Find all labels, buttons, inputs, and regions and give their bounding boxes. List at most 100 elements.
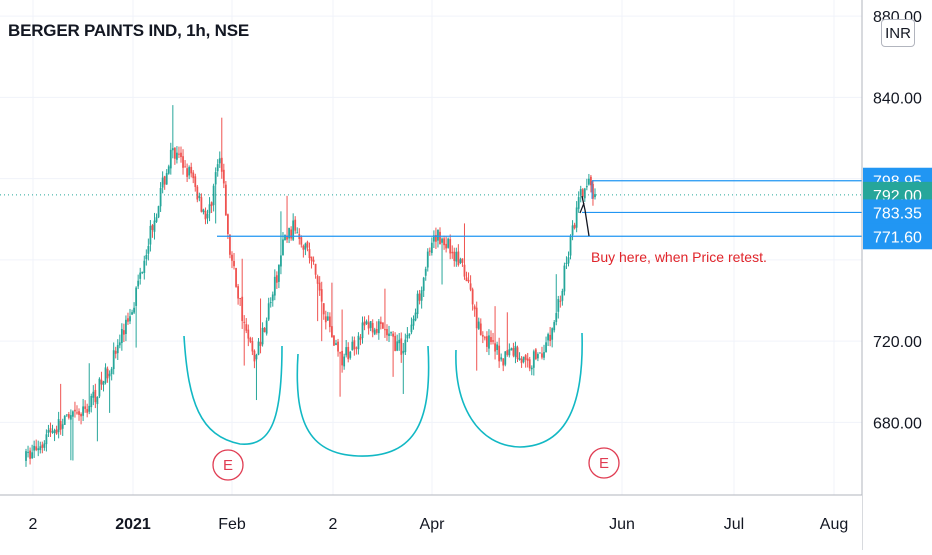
candle-body: [518, 357, 521, 360]
candle-body: [439, 231, 441, 245]
candle-body: [102, 381, 105, 385]
candle-body: [455, 251, 458, 262]
marks-layer: [25, 105, 596, 467]
candle-body: [465, 277, 468, 282]
candle-body: [69, 415, 72, 420]
candle-body: [161, 177, 164, 188]
x-tick-label: Apr: [420, 516, 446, 533]
candle-body: [430, 242, 433, 253]
candle-body: [143, 260, 146, 273]
candle-body: [463, 264, 466, 277]
candle-body: [147, 246, 150, 254]
candle-body: [581, 189, 584, 197]
candle-body: [155, 217, 158, 222]
candle-body: [82, 406, 85, 416]
candle-body: [261, 327, 264, 345]
candle-body: [86, 409, 89, 413]
candle-body: [422, 277, 425, 291]
x-tick-label: Feb: [218, 516, 246, 533]
candle-body: [310, 256, 313, 261]
candle-body: [520, 358, 523, 364]
candle-body: [94, 389, 97, 403]
candle-body: [461, 258, 464, 263]
candle-body: [222, 169, 225, 184]
candle-body: [296, 232, 299, 234]
candle-body: [198, 195, 201, 199]
candle-body: [229, 234, 231, 255]
candle-body: [110, 368, 113, 375]
candle-body: [398, 339, 401, 344]
candle-body: [61, 424, 64, 429]
grid-layer: [0, 0, 862, 495]
candle-body: [247, 329, 250, 339]
candle-body: [137, 280, 140, 287]
candle-body: [483, 337, 486, 339]
candle-body: [585, 186, 588, 188]
candle-body: [84, 406, 87, 409]
candle-body: [104, 367, 107, 383]
candle-body: [328, 316, 331, 328]
x-tick-label: 2: [329, 516, 338, 533]
candle-body: [151, 225, 154, 231]
candle-body: [308, 249, 311, 258]
candle-body: [496, 344, 499, 351]
y-tick-label: 680.00: [873, 415, 922, 432]
candle-body: [192, 172, 195, 179]
candle-body: [224, 184, 227, 216]
candle-body: [35, 446, 38, 450]
candle-body: [492, 340, 494, 342]
y-tick-label: 720.00: [873, 334, 922, 351]
earnings-label: E: [223, 457, 233, 474]
candle-body: [445, 243, 448, 249]
candle-body: [265, 320, 268, 334]
candle-body: [78, 411, 80, 415]
earnings-marker-1: E: [212, 449, 244, 481]
candle-body: [363, 321, 366, 326]
cup-shape-1: [183, 335, 283, 445]
candle-body: [57, 419, 60, 433]
candle-body: [249, 338, 252, 342]
candle-body: [592, 183, 594, 199]
candle-body: [400, 338, 403, 355]
candle-body: [559, 300, 562, 302]
candle-body: [486, 336, 488, 347]
candle-body: [343, 356, 346, 367]
candle-body: [381, 322, 384, 329]
candle-body: [571, 225, 574, 236]
candle-body: [500, 357, 503, 360]
candle-body: [314, 263, 317, 275]
candle-body: [220, 157, 223, 172]
candle-body: [257, 341, 260, 355]
candle-body: [594, 194, 596, 198]
candle-body: [127, 318, 129, 322]
candle-body: [59, 421, 62, 430]
candle-body: [80, 413, 82, 417]
time-axis-bg: [0, 495, 862, 550]
candle-body: [424, 268, 427, 276]
candle-body: [306, 241, 309, 248]
candle-body: [375, 328, 378, 333]
candle-body: [435, 234, 437, 242]
candle-body: [37, 448, 40, 451]
candle-body: [210, 202, 213, 207]
candle-body: [318, 282, 321, 291]
candle-body: [326, 316, 329, 321]
candle-body: [404, 339, 407, 352]
candle-body: [428, 250, 431, 252]
candle-body: [545, 342, 547, 353]
x-tick-label: 2021: [115, 516, 151, 533]
candle-body: [361, 322, 364, 339]
x-tick-label: Jun: [609, 516, 635, 533]
candle-body: [418, 293, 421, 301]
candle-body: [451, 251, 454, 254]
candle-body: [473, 306, 476, 310]
candle-body: [412, 318, 415, 326]
candle-body: [45, 434, 48, 445]
candle-body: [216, 164, 219, 172]
candle-body: [388, 333, 390, 337]
currency-badge[interactable]: INR: [881, 19, 915, 47]
candle-body: [506, 350, 509, 355]
candle-body: [96, 396, 99, 405]
